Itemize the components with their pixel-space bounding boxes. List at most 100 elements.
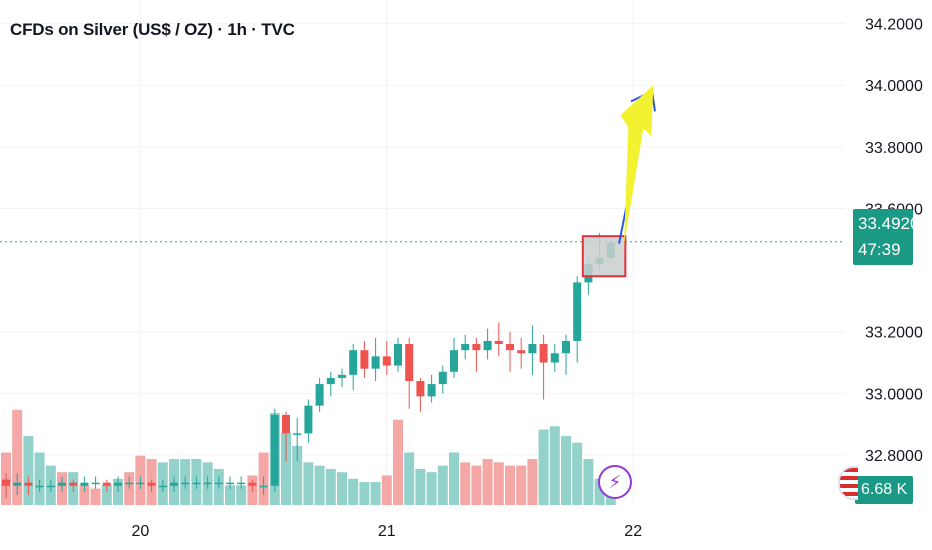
candle-body [506,344,514,351]
volume-bar [561,436,571,505]
candle-body [405,344,414,381]
candle-body [416,380,425,397]
candle-body [214,482,223,485]
candle-body [461,344,470,351]
x-tick-label: 21 [378,523,396,540]
volume-bar [393,419,403,505]
candle-body [80,482,89,486]
candle-body [326,377,335,385]
candle-body [483,340,492,351]
candlesticks [2,233,615,499]
candle-body [46,485,55,488]
candle-body [58,482,66,486]
candle-body [91,482,100,485]
flag-icon[interactable] [838,466,858,500]
candle-body [550,353,559,363]
volume-bar [482,459,493,505]
candle-body [304,405,313,434]
volume-bar [549,426,560,505]
candle-body [539,344,548,363]
candle-body [528,344,537,354]
volume-bar [583,459,594,505]
y-tick-label: 33.2000 [865,325,923,342]
volume-bar [292,445,303,505]
candle-body [125,482,134,485]
candle-body [259,485,268,488]
candle-body [517,350,526,354]
candle-body [13,482,22,486]
y-tick-label: 33.0000 [865,386,923,403]
candle-body [192,482,201,485]
candle-body [472,344,481,351]
candle-body [293,433,302,435]
drawing-annotations[interactable] [0,85,845,278]
volume-bar [348,478,359,505]
candle-body [360,350,369,369]
volume-bar [426,472,437,505]
candle-body [136,482,145,485]
y-tick-label: 33.8000 [865,140,923,157]
candle-body [69,482,78,486]
x-tick-label: 20 [132,523,150,540]
candle-body [371,356,380,369]
volume-bar [415,468,426,505]
volume-bar [337,472,347,505]
axes: 34.200034.000033.800033.600033.200033.00… [132,17,923,540]
volume-bar [493,462,504,505]
volume-bar [527,459,538,505]
volume-bar [460,462,471,505]
volume-bar [34,452,45,505]
volume-bar [538,429,549,505]
volume-bar [359,482,370,505]
candle-body [349,350,358,375]
x-tick-label: 22 [624,523,642,540]
candle-body [102,482,111,486]
volume-bar [594,478,605,505]
volume-bar [505,465,515,505]
volume-bar [314,465,325,505]
bar-countdown: 47:39 [858,240,901,259]
last-price-tag: 33.4920 47:39 [853,209,919,265]
candle-body [573,282,582,341]
y-tick-label: 34.2000 [865,17,923,34]
candle-body [427,384,436,397]
volume-bar [471,465,482,505]
y-tick-label: 32.8000 [865,448,923,465]
y-tick-label: 34.0000 [865,78,923,95]
candle-body [226,482,234,485]
volume-bar [381,475,392,505]
candle-body [270,414,279,486]
lightning-icon[interactable]: ⚡ [598,465,632,499]
candle-body [24,482,33,486]
candle-body [181,482,190,485]
candle-body [562,340,570,354]
candle-body [394,344,402,366]
candle-body [338,374,346,378]
volume-bar [449,452,459,505]
candle-body [147,482,156,486]
volume-bar [404,452,415,505]
candle-body [494,340,503,345]
volume-bar [572,442,583,505]
volume-bar [437,465,448,505]
candle-body [203,482,212,485]
volume-bar [12,409,23,505]
candle-body [2,479,10,486]
volume-bar [325,468,336,505]
volume-bar [370,482,381,505]
candle-body [158,485,167,488]
candle-body [450,350,458,372]
candle-body [438,371,447,385]
last-price-value: 33.4920 [858,214,920,233]
volume-bar [90,488,101,505]
volume-bar [303,462,314,505]
volume-bar [281,432,291,505]
volume-bar [225,485,235,505]
volume-bar [101,485,112,505]
candle-body [170,482,178,486]
candle-body [315,384,324,406]
candle-body [35,485,44,488]
candle-body [282,414,290,434]
candle-body [382,356,391,366]
